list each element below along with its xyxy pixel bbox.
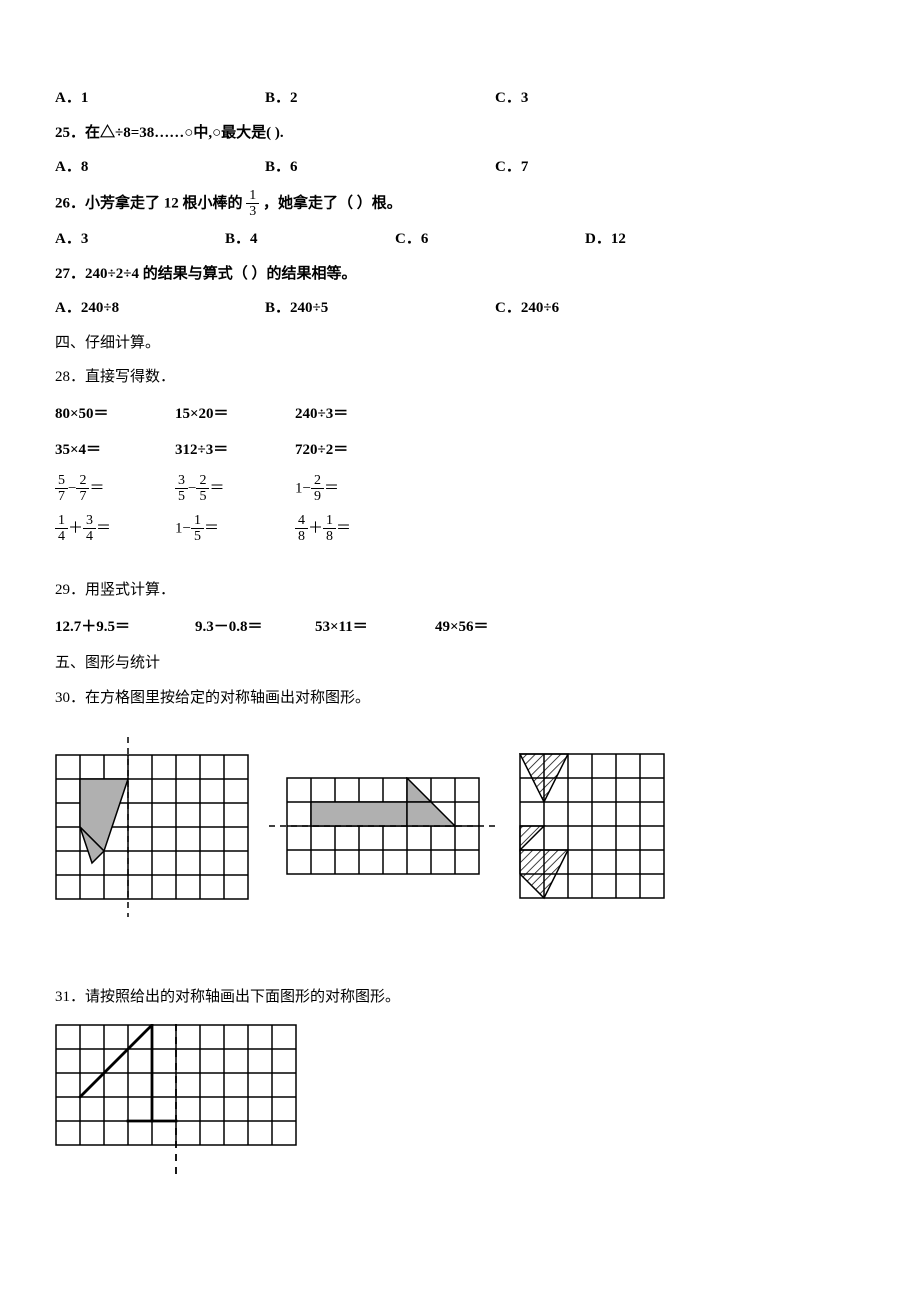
q24-options: A．1 B．2 C．3 <box>55 84 865 113</box>
q27-opt-b: B．240÷5 <box>265 294 495 323</box>
q29-c1: 12.7＋9.5＝ <box>55 613 195 642</box>
q28-title: 28．直接写得数． <box>55 363 865 392</box>
q31-grid <box>55 1024 865 1176</box>
q26-opt-a: A．3 <box>55 225 225 254</box>
q24-opt-a: A．1 <box>55 84 265 113</box>
q28-row3: 57−27＝ 35−25＝ 1−29＝ <box>55 473 865 505</box>
q28-row4: 14＋34＝ 1−15＝ 48＋18＝ <box>55 513 865 545</box>
q27-opt-a: A．240÷8 <box>55 294 265 323</box>
q26-opt-b: B．4 <box>225 225 395 254</box>
q26-opt-d: D．12 <box>585 225 705 254</box>
q28-r2c3: 720÷2＝ <box>295 436 415 465</box>
q28-r4c2: 1−15＝ <box>175 513 295 545</box>
q26-options: A．3 B．4 C．6 D．12 <box>55 225 865 254</box>
q28-r3c3: 1−29＝ <box>295 473 415 505</box>
q28-r3c2: 35−25＝ <box>175 473 295 505</box>
q30-title: 30．在方格图里按给定的对称轴画出对称图形。 <box>55 684 865 713</box>
q28-r1c3: 240÷3＝ <box>295 400 415 429</box>
q24-opt-c: C．3 <box>495 84 705 113</box>
q28-r2c1: 35×4＝ <box>55 436 175 465</box>
q26-text: 26．小芳拿走了 12 根小棒的 1 3 ，她拿走了（ ）根。 <box>55 188 865 220</box>
q26-frac: 1 3 <box>246 188 259 220</box>
q27-options: A．240÷8 B．240÷5 C．240÷6 <box>55 294 865 323</box>
q29-c4: 49×56＝ <box>435 613 555 642</box>
section5-title: 五、图形与统计 <box>55 649 865 678</box>
q28-r1c1: 80×50＝ <box>55 400 175 429</box>
q28-r4c3: 48＋18＝ <box>295 513 415 545</box>
q30-grid2 <box>269 777 499 877</box>
q29-title: 29．用竖式计算． <box>55 576 865 605</box>
q25-opt-a: A．8 <box>55 153 265 182</box>
section4-title: 四、仔细计算。 <box>55 329 865 358</box>
q30-grid3 <box>519 753 667 901</box>
q26-prefix: 26．小芳拿走了 12 根小棒的 <box>55 195 243 211</box>
q28-row2: 35×4＝ 312÷3＝ 720÷2＝ <box>55 436 865 465</box>
q25-opt-b: B．6 <box>265 153 495 182</box>
q27-text: 27．240÷2÷4 的结果与算式（ ）的结果相等。 <box>55 260 865 289</box>
q28-r4c1: 14＋34＝ <box>55 513 175 545</box>
q31-title: 31．请按照给出的对称轴画出下面图形的对称图形。 <box>55 983 865 1012</box>
q29-c2: 9.3－0.8＝ <box>195 613 315 642</box>
q29-c3: 53×11＝ <box>315 613 435 642</box>
q29-row: 12.7＋9.5＝ 9.3－0.8＝ 53×11＝ 49×56＝ <box>55 613 865 642</box>
q25-text: 25．在△÷8=38……○中,○最大是( ). <box>55 119 865 148</box>
q30-grids <box>55 737 865 917</box>
q25-opt-c: C．7 <box>495 153 705 182</box>
q27-opt-c: C．240÷6 <box>495 294 705 323</box>
q26-suffix: ，她拿走了（ ）根。 <box>263 195 402 211</box>
q28-row1: 80×50＝ 15×20＝ 240÷3＝ <box>55 400 865 429</box>
q28-r1c2: 15×20＝ <box>175 400 295 429</box>
q30-grid1 <box>55 737 249 917</box>
q25-options: A．8 B．6 C．7 <box>55 153 865 182</box>
q28-r2c2: 312÷3＝ <box>175 436 295 465</box>
q26-opt-c: C．6 <box>395 225 585 254</box>
q24-opt-b: B．2 <box>265 84 495 113</box>
q28-r3c1: 57−27＝ <box>55 473 175 505</box>
